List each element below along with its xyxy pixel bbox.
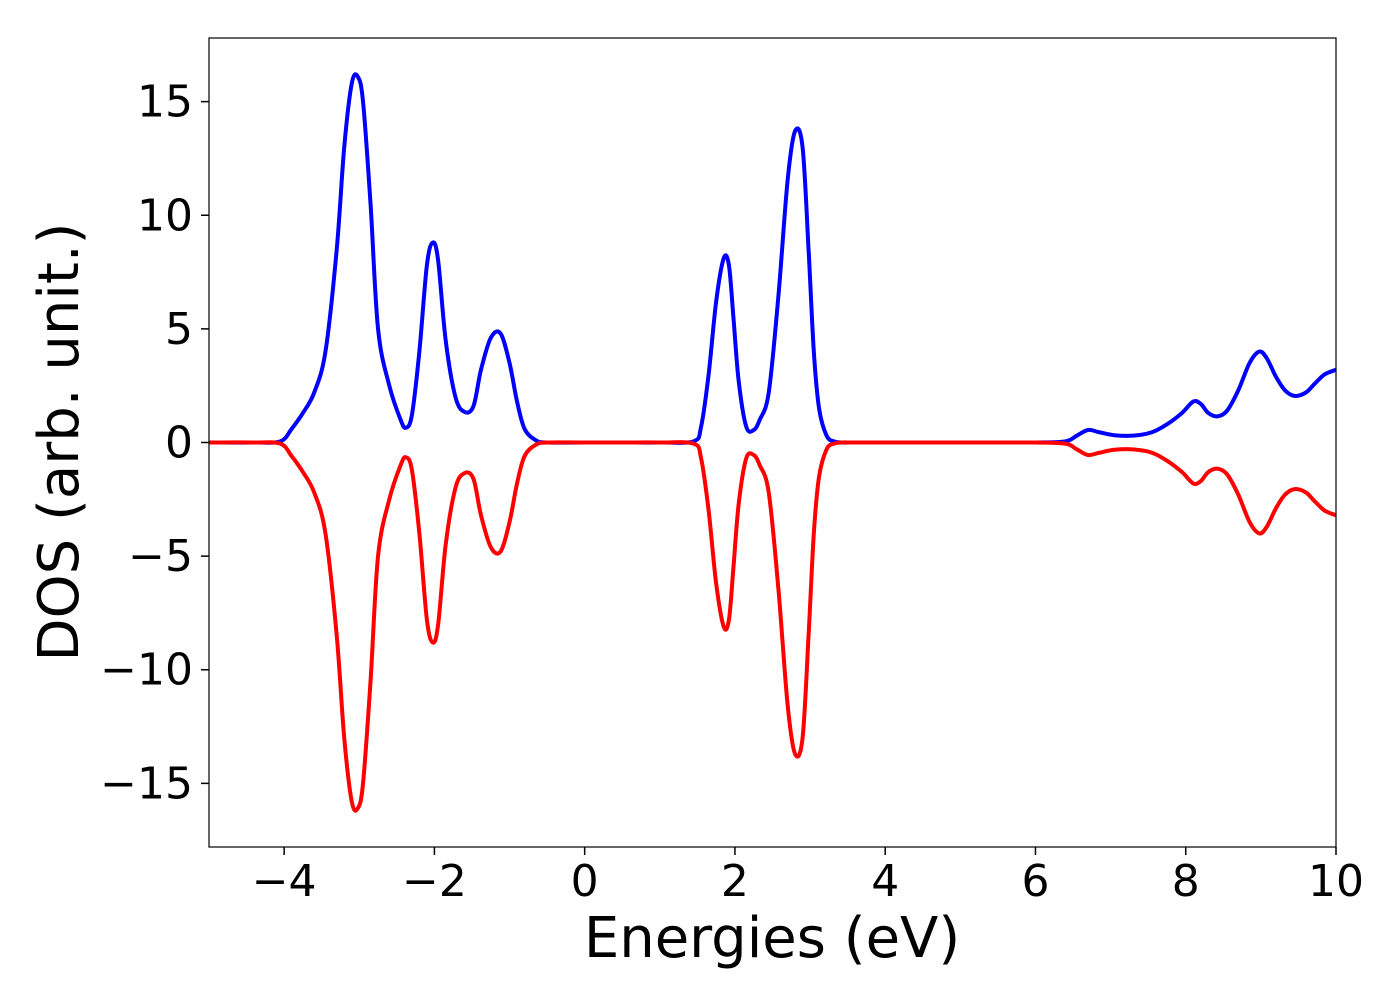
y-tick-label: −10: [100, 645, 193, 696]
series-line-1: [208, 72, 1337, 445]
y-tick-label: −15: [100, 758, 193, 809]
series-line-2: [208, 440, 1337, 813]
x-tick-label: 6: [1021, 856, 1049, 907]
x-tick-label: 4: [871, 856, 899, 907]
y-axis-label: DOS (arb. unit.): [27, 222, 92, 661]
y-tick-label: 5: [165, 304, 193, 355]
series-layer: [208, 72, 1337, 813]
x-tick-label: 10: [1308, 856, 1364, 907]
plot-frame: [208, 37, 1337, 848]
x-tick-label: 0: [571, 856, 599, 907]
x-tick-label: −4: [252, 856, 317, 907]
x-axis-label: Energies (eV): [584, 906, 960, 971]
x-tick-label: 8: [1172, 856, 1200, 907]
y-tick-label: 10: [137, 190, 193, 241]
y-tick-label: −5: [128, 531, 193, 582]
ticks-layer: −4 −2 0 2 4 6 8 10 −15 −10 −5 0 5 10 15: [100, 77, 1364, 907]
y-tick-label: 0: [165, 418, 193, 469]
x-tick-label: −2: [402, 856, 467, 907]
y-tick-label: 15: [137, 77, 193, 128]
x-tick-label: 2: [721, 856, 749, 907]
